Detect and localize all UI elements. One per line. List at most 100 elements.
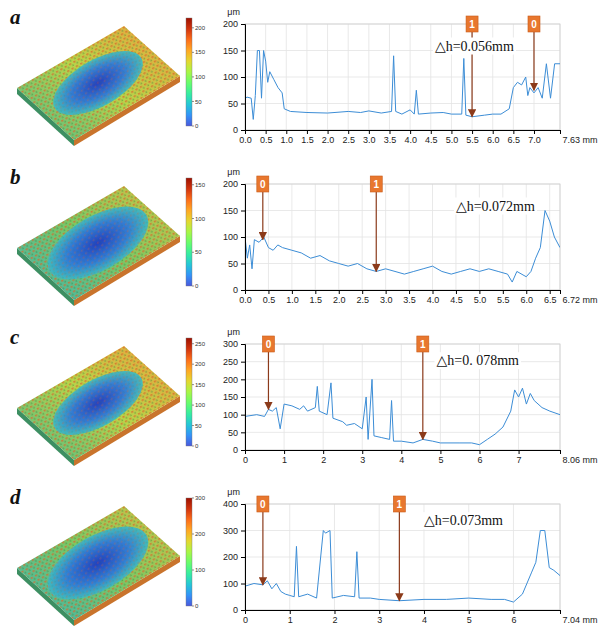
x-tick-label: 4 <box>422 615 427 625</box>
x-tick-mark <box>479 450 480 454</box>
y-tick-mark <box>241 184 245 185</box>
x-tick: 2.5 <box>342 130 355 145</box>
x-tick: 1.5 <box>301 130 314 145</box>
x-tick-mark <box>328 130 329 134</box>
x-tick: 7.63 <box>561 130 581 145</box>
x-tick-mark <box>493 130 494 134</box>
x-tick-label: 6.5 <box>544 295 557 305</box>
grid-line-y <box>245 530 560 531</box>
x-tick: 4 <box>399 450 404 465</box>
x-axis-line <box>246 131 561 135</box>
x-tick-label: 3.5 <box>384 135 397 145</box>
y-tick-label: 200 <box>223 375 238 385</box>
y-axis-line <box>241 25 246 131</box>
cursor-label: 0 <box>266 339 272 350</box>
x-tick-label: 4 <box>399 455 404 465</box>
y-tick-mark <box>241 130 245 131</box>
y-tick: 100 <box>223 410 245 420</box>
x-tick-mark <box>560 130 561 134</box>
y-tick-label: 200 <box>223 19 238 29</box>
x-tick-mark <box>290 610 291 614</box>
colorbar-tick-label: 50 <box>195 99 202 105</box>
colorbar-tick <box>192 184 194 185</box>
y-tick-mark <box>241 450 245 451</box>
x-tick-mark <box>410 130 411 134</box>
x-tick-mark <box>362 290 363 294</box>
y-axis-unit: μm <box>227 487 240 497</box>
x-tick-mark <box>560 290 561 294</box>
y-axis: 050100150200 <box>223 179 246 295</box>
y-tick: 200 <box>223 375 245 385</box>
x-tick: 2.5 <box>356 290 369 305</box>
panel: d010020030001234567.04mm0100200300400μm0… <box>10 485 598 626</box>
x-tick: 4.5 <box>425 130 438 145</box>
x-tick: 6.5 <box>544 290 557 305</box>
x-tick: 4.0 <box>427 290 440 305</box>
y-tick-label: 0 <box>233 125 238 135</box>
y-axis-line <box>241 345 246 451</box>
y-tick: 150 <box>223 46 245 56</box>
surface-top <box>17 186 180 300</box>
x-tick-mark <box>534 130 535 134</box>
panel-label: c <box>10 325 20 349</box>
grid-line-x <box>533 24 534 130</box>
x-tick-mark <box>560 450 561 454</box>
y-tick-label: 150 <box>223 206 238 216</box>
colorbar-tick-label: 100 <box>195 402 206 408</box>
x-tick: 5.5 <box>466 130 479 145</box>
x-tick-mark <box>456 290 457 294</box>
worn-region-texture <box>36 512 160 615</box>
x-tick: 3.0 <box>363 130 376 145</box>
y-tick: 200 <box>223 179 245 189</box>
grid-line-y <box>245 77 560 78</box>
colorbar-tick <box>192 446 194 447</box>
grid-line-y <box>245 414 560 415</box>
profile-line <box>245 379 560 444</box>
x-tick-mark <box>379 610 380 614</box>
cursor-box <box>370 176 382 192</box>
x-tick-label: 2.0 <box>322 135 335 145</box>
grid-line-y <box>245 397 560 398</box>
panel-label: d <box>10 485 21 509</box>
colorbar-tick-label: 200 <box>195 25 206 31</box>
grid-line-y <box>245 379 560 380</box>
y-tick-mark <box>241 237 245 238</box>
worn-region-texture <box>43 38 153 128</box>
colorbar-tick <box>192 534 194 535</box>
y-tick-mark <box>241 584 245 585</box>
x-tick-label: 2.0 <box>333 295 346 305</box>
cursor-box <box>528 16 540 32</box>
y-axis-line <box>241 185 246 291</box>
surface-top <box>17 26 180 140</box>
x-tick-label: 2 <box>321 455 326 465</box>
colorbar-tick <box>192 364 194 365</box>
y-tick: 50 <box>228 428 245 438</box>
colorbar-tick-label: 200 <box>195 531 206 537</box>
worn-region <box>36 192 160 295</box>
annotation-background <box>422 512 505 529</box>
panel-label: b <box>10 165 21 189</box>
x-tick-label: 2 <box>332 615 337 625</box>
x-tick-mark <box>389 130 390 134</box>
y-tick-mark <box>241 362 245 363</box>
x-tick-label: 8.06 <box>563 455 581 465</box>
colorbar-tick <box>192 384 194 385</box>
grid-line-y <box>245 263 560 264</box>
y-tick-mark <box>241 24 245 25</box>
plot-frame <box>245 504 560 610</box>
x-tick-mark <box>401 450 402 454</box>
colorbar-bar <box>186 338 192 446</box>
colorbar-tick <box>192 252 194 253</box>
x-tick: 2.0 <box>333 290 346 305</box>
grid <box>245 184 560 290</box>
x-tick-mark <box>513 130 514 134</box>
colorbar-tick-label: 0 <box>195 603 199 609</box>
x-tick-mark <box>440 450 441 454</box>
x-tick-label: 6.72 <box>563 295 581 305</box>
profile-line <box>245 211 560 283</box>
x-axis-unit: mm <box>583 135 598 145</box>
annotation: △h=0.072mm <box>456 199 535 214</box>
y-tick-mark <box>241 379 245 380</box>
y-tick-label: 300 <box>223 526 238 536</box>
x-tick-mark <box>431 130 432 134</box>
